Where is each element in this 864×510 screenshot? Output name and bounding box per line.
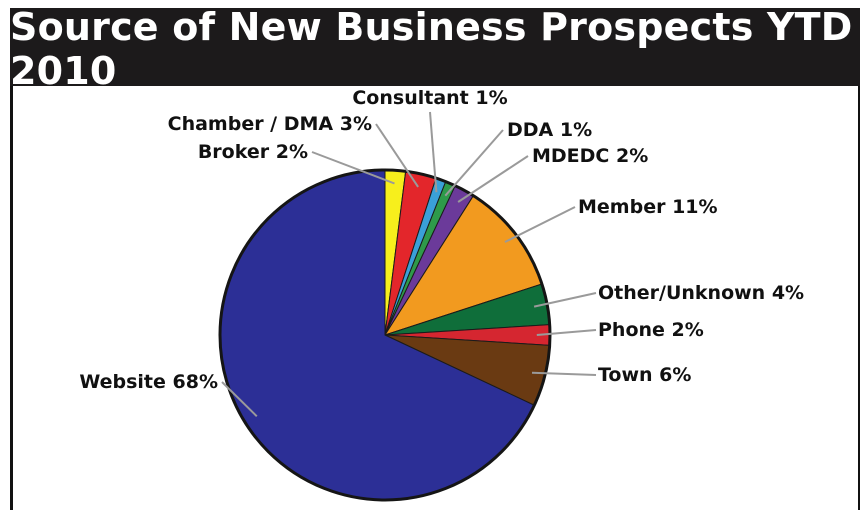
slice-label-phone: Phone 2% — [598, 319, 704, 341]
leader-line-town — [531, 371, 597, 376]
slice-label-website: Website 68% — [79, 371, 218, 393]
slice-label-chamber-dma: Chamber / DMA 3% — [168, 113, 372, 135]
leader-line-chamber-dma — [375, 123, 419, 188]
leader-line-website — [221, 381, 258, 418]
leader-line-mdedc — [457, 155, 529, 203]
chart-frame — [10, 8, 860, 510]
pie-outline — [218, 168, 552, 502]
pie-slices — [218, 168, 552, 502]
slice-label-consultant: Consultant 1% — [352, 87, 507, 109]
leader-line-phone — [536, 329, 597, 336]
slice-label-mdedc: MDEDC 2% — [532, 145, 648, 167]
leader-line-broker — [311, 151, 395, 185]
leader-line-member — [504, 206, 576, 243]
chart-title: Source of New Business Prospects YTD 201… — [10, 5, 853, 93]
leader-lines — [221, 111, 597, 418]
slice-label-town: Town 6% — [598, 364, 691, 386]
slice-label-dda: DDA 1% — [507, 119, 592, 141]
leader-line-consultant — [429, 111, 438, 193]
slice-label-other-unknown: Other/Unknown 4% — [598, 282, 804, 304]
slice-labels: Broker 2% Chamber / DMA 3% Consultant 1%DD… — [79, 87, 804, 393]
leader-line-dda — [444, 129, 504, 197]
leader-line-other-unknown — [533, 292, 597, 308]
title-bar: Source of New Business Prospects YTD 201… — [10, 5, 860, 93]
slice-label-member: Member 11% — [578, 196, 718, 218]
slice-label-broker: Broker 2% — [198, 141, 308, 163]
